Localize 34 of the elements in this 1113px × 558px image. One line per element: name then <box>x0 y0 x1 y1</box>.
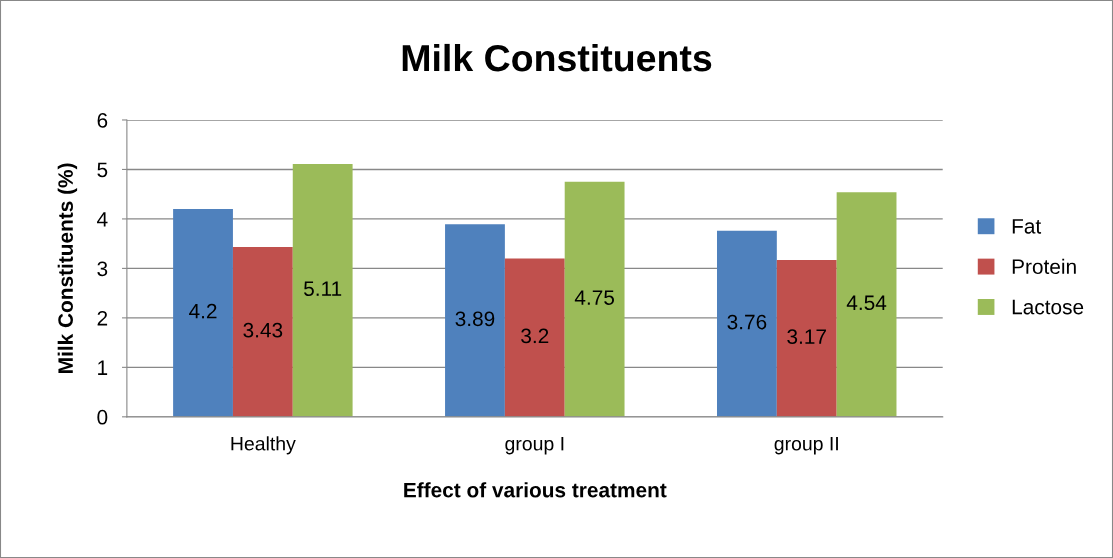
y-tick-label: 6 <box>97 112 108 128</box>
bar <box>717 230 777 417</box>
bar <box>292 164 353 417</box>
bar <box>173 209 233 417</box>
x-tick-label: group I <box>505 436 564 455</box>
y-tick-label: 4 <box>97 212 108 227</box>
chart-title: Milk Constituents <box>402 43 712 72</box>
bar <box>232 247 293 417</box>
y-tick-label: 3 <box>97 261 108 277</box>
data-label: 5.11 <box>304 281 342 297</box>
legend-label: Lactose <box>1012 299 1084 315</box>
y-tick-label: 1 <box>98 360 108 375</box>
legend-label: Protein <box>1012 258 1076 275</box>
y-tick-label: 2 <box>97 310 108 326</box>
data-label: 3.89 <box>455 311 495 327</box>
y-axis-title: Milk Constituents (%) <box>57 163 78 373</box>
data-label: 3.17 <box>787 329 826 344</box>
data-label: 4.75 <box>574 290 615 305</box>
x-tick-label: Healthy <box>231 436 296 455</box>
bar <box>445 224 505 417</box>
data-label: 4.2 <box>189 303 217 319</box>
legend-label: Fat <box>1012 219 1042 234</box>
bar <box>836 192 897 417</box>
bar <box>776 259 837 417</box>
x-tick-label: group II <box>774 436 838 455</box>
data-label: 3.76 <box>727 314 767 330</box>
bar <box>504 258 565 417</box>
data-label: 3.2 <box>521 328 549 344</box>
data-label: 3.43 <box>243 322 283 338</box>
y-tick-label: 0 <box>97 409 108 425</box>
y-tick-label: 5 <box>97 162 108 178</box>
x-axis-title: Effect of various treatment <box>404 482 667 498</box>
bar <box>564 181 625 417</box>
data-label: 4.54 <box>846 295 887 311</box>
